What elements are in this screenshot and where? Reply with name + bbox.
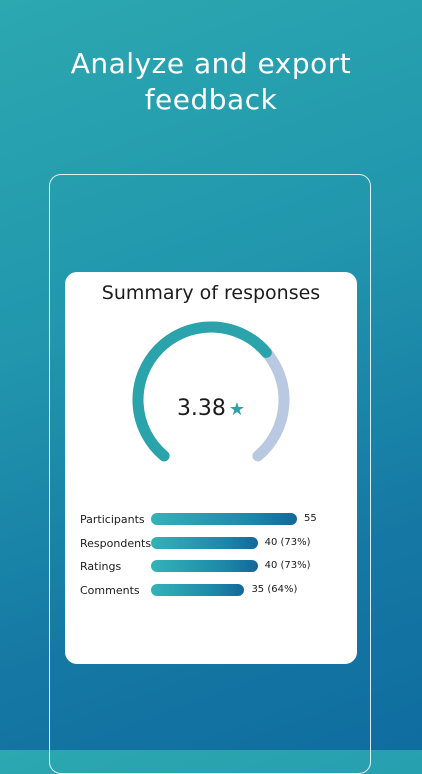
metric-bar-track: [151, 536, 297, 549]
metrics-list: Participants 55 Respondents 40 (73%) Rat…: [80, 512, 350, 606]
metric-label: Comments: [80, 583, 140, 597]
metric-label: Participants: [80, 513, 145, 526]
metric-bar: [151, 560, 258, 572]
metric-bar: [151, 536, 258, 549]
metric-row-participants: Participants 55: [80, 512, 350, 536]
summary-title: Summary of responses: [101, 282, 321, 304]
metric-row-respondents: Respondents 40 (73%): [80, 536, 350, 560]
metric-bar-track: [151, 560, 297, 572]
metric-label: Ratings: [80, 560, 122, 573]
metric-row-comments: Comments 35 (64%): [80, 583, 350, 607]
metric-bar-track: [151, 513, 297, 525]
metric-bar: [151, 583, 245, 596]
metric-bar: [151, 513, 297, 525]
metric-value: 35 (64%): [251, 583, 298, 595]
metric-value: 40 (73%): [264, 536, 311, 548]
metric-value: 40 (73%): [264, 560, 311, 571]
summary-card: Summary of responses 3.38 ★ Participants …: [65, 272, 357, 664]
star-icon: ★: [228, 399, 246, 420]
metric-label: Respondents: [80, 536, 152, 550]
gauge-fill: [132, 321, 272, 462]
metric-bar-track: [151, 583, 297, 596]
average-rating-value: 3.38: [176, 396, 226, 421]
headline: Analyze and export feedback: [0, 46, 422, 118]
headline-line-1: Analyze and export: [70, 47, 352, 80]
metric-value: 55: [304, 513, 317, 524]
metric-row-ratings: Ratings 40 (73%): [80, 559, 350, 583]
rating-gauge: [132, 321, 290, 462]
average-rating: 3.38 ★: [65, 396, 357, 421]
headline-line-2: feedback: [144, 83, 278, 116]
